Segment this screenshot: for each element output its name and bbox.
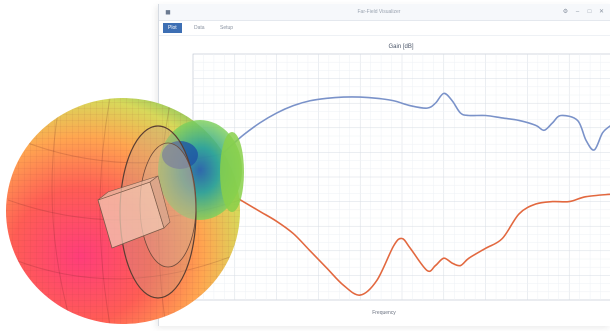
tab-plot[interactable]: Plot [163, 23, 182, 33]
window-title: Far-Field Visualizer [357, 9, 401, 15]
series-line-1 [192, 92, 610, 181]
minimize-icon[interactable]: – [575, 9, 580, 15]
tab-bar: Plot Data Setup [159, 21, 610, 36]
tab-setup[interactable]: Setup [220, 25, 234, 31]
window-controls: ⚙ – □ ✕ [562, 7, 605, 17]
plot-grid [193, 54, 610, 300]
maximize-icon[interactable]: □ [587, 9, 592, 15]
feed-horn-side [149, 175, 171, 229]
close-icon[interactable]: ✕ [598, 9, 605, 15]
app-logo-icon[interactable]: ■ [165, 7, 171, 17]
app-window: ■ Far-Field Visualizer ⚙ – □ ✕ Plot Data… [158, 4, 610, 326]
series-layer [192, 92, 610, 296]
tab-data[interactable]: Data [194, 25, 205, 31]
radiation-pattern-3d [6, 98, 244, 324]
settings-icon[interactable]: ⚙ [562, 9, 569, 15]
x-axis-label: Frequency [372, 310, 396, 316]
title-bar: ■ Far-Field Visualizer ⚙ – □ ✕ [159, 4, 610, 21]
gain-chart: Gain [dB] Frequency [192, 44, 610, 316]
chart-title: Gain [dB] [388, 44, 413, 50]
chart-area: Gain [dB] Frequency [159, 36, 610, 326]
series-line-2 [192, 178, 610, 296]
lobe-highlight [220, 132, 244, 212]
